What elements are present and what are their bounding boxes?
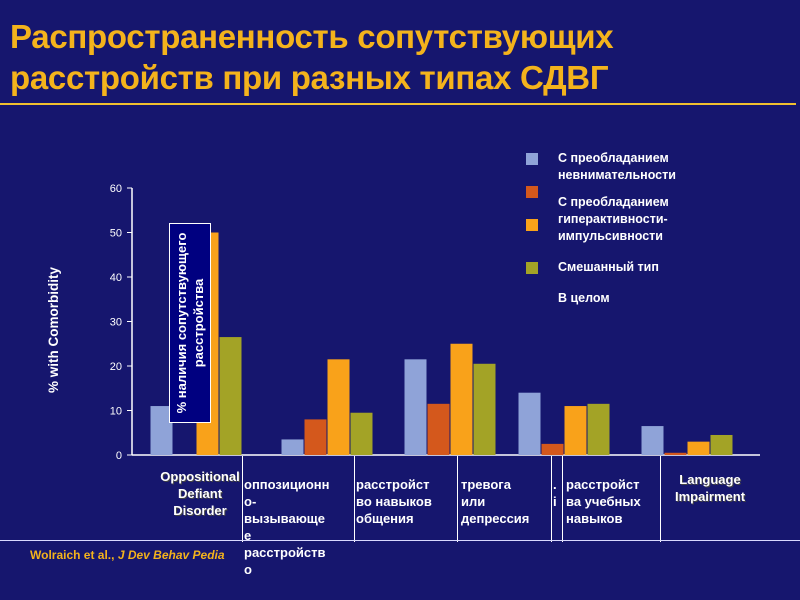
category-label-language: Language Impairment bbox=[674, 472, 746, 504]
bar bbox=[518, 392, 541, 455]
bar bbox=[427, 403, 450, 455]
legend-swatch-combined bbox=[526, 262, 538, 274]
bar bbox=[710, 434, 733, 455]
legend-label-overall: В целом bbox=[558, 291, 610, 305]
legend-swatch-inattentive bbox=[526, 153, 538, 165]
legend-swatch-impulsive bbox=[526, 219, 538, 231]
bar bbox=[350, 412, 373, 455]
category-label-learning: расстройст ва учебных навыков bbox=[566, 477, 641, 526]
y-tick-label: 50 bbox=[110, 228, 122, 240]
category-divider-3 bbox=[457, 456, 458, 542]
title-line-1: Распространенность сопутствующих bbox=[10, 18, 614, 55]
legend-swatch-hyperactive bbox=[526, 186, 538, 198]
citation-authors: Wolraich et al., bbox=[30, 548, 118, 562]
citation-journal: J Dev Behav Pedia bbox=[117, 548, 225, 562]
bar bbox=[450, 343, 473, 455]
title-line-2: расстройств при разных типах СДВГ bbox=[10, 59, 609, 96]
category-divider-2 bbox=[354, 456, 355, 542]
legend-item-overall: В целом bbox=[520, 290, 760, 307]
bar bbox=[664, 452, 687, 455]
y-tick-label: 30 bbox=[110, 317, 122, 329]
bar bbox=[281, 439, 304, 455]
legend-label-combined: Смешанный тип bbox=[558, 260, 659, 274]
overlay-rotated-label: % наличия сопутствующего расстройства bbox=[169, 223, 211, 423]
category-divider-6 bbox=[660, 456, 661, 542]
category-divider-4 bbox=[551, 456, 552, 542]
y-tick-label: 0 bbox=[116, 450, 122, 462]
category-divider-5 bbox=[562, 456, 563, 542]
category-label-odd-ru: оппозиционн о- вызывающе е расстройств о bbox=[244, 476, 354, 578]
bar bbox=[687, 441, 710, 455]
bar bbox=[219, 337, 242, 455]
bar bbox=[564, 406, 587, 455]
y-tick-label: 10 bbox=[110, 406, 122, 418]
category-divider-1 bbox=[242, 456, 243, 542]
category-label-fragment: . i bbox=[553, 477, 557, 509]
footer-divider bbox=[0, 540, 800, 541]
bar bbox=[150, 406, 173, 455]
category-label-communication: расстройст во навыков общения bbox=[356, 477, 432, 526]
y-tick-label: 20 bbox=[110, 361, 122, 373]
bar bbox=[641, 426, 664, 455]
y-axis-label: % with Comorbidity bbox=[46, 267, 61, 393]
title-divider bbox=[0, 103, 796, 105]
page-title: Распространенность сопутствующих расстро… bbox=[10, 16, 790, 98]
bar bbox=[473, 363, 496, 455]
bar bbox=[404, 359, 427, 455]
legend-label-hyperactive: С преобладанием гиперактивности- импульс… bbox=[558, 195, 669, 243]
bar bbox=[541, 443, 564, 455]
legend-item-combined: Смешанный тип bbox=[520, 259, 760, 276]
y-tick-label: 40 bbox=[110, 272, 122, 284]
category-label-anxiety: тревога или депрессия bbox=[461, 477, 530, 526]
legend-label-inattentive: С преобладанием невнимательности bbox=[558, 151, 676, 182]
legend-item-inattentive: С преобладанием невнимательности bbox=[520, 150, 760, 184]
legend-item-hyperactive: С преобладанием гиперактивности- импульс… bbox=[520, 186, 760, 245]
category-label-odd-en: Oppositional Defiant Disorder bbox=[160, 469, 240, 518]
citation: Wolraich et al., J Dev Behav Pedia bbox=[30, 548, 225, 562]
chart-legend: С преобладанием невнимательности С преоб… bbox=[520, 150, 760, 317]
bar bbox=[327, 359, 350, 455]
y-tick-label: 60 bbox=[110, 183, 122, 195]
bar bbox=[304, 419, 327, 455]
bar bbox=[587, 403, 610, 455]
